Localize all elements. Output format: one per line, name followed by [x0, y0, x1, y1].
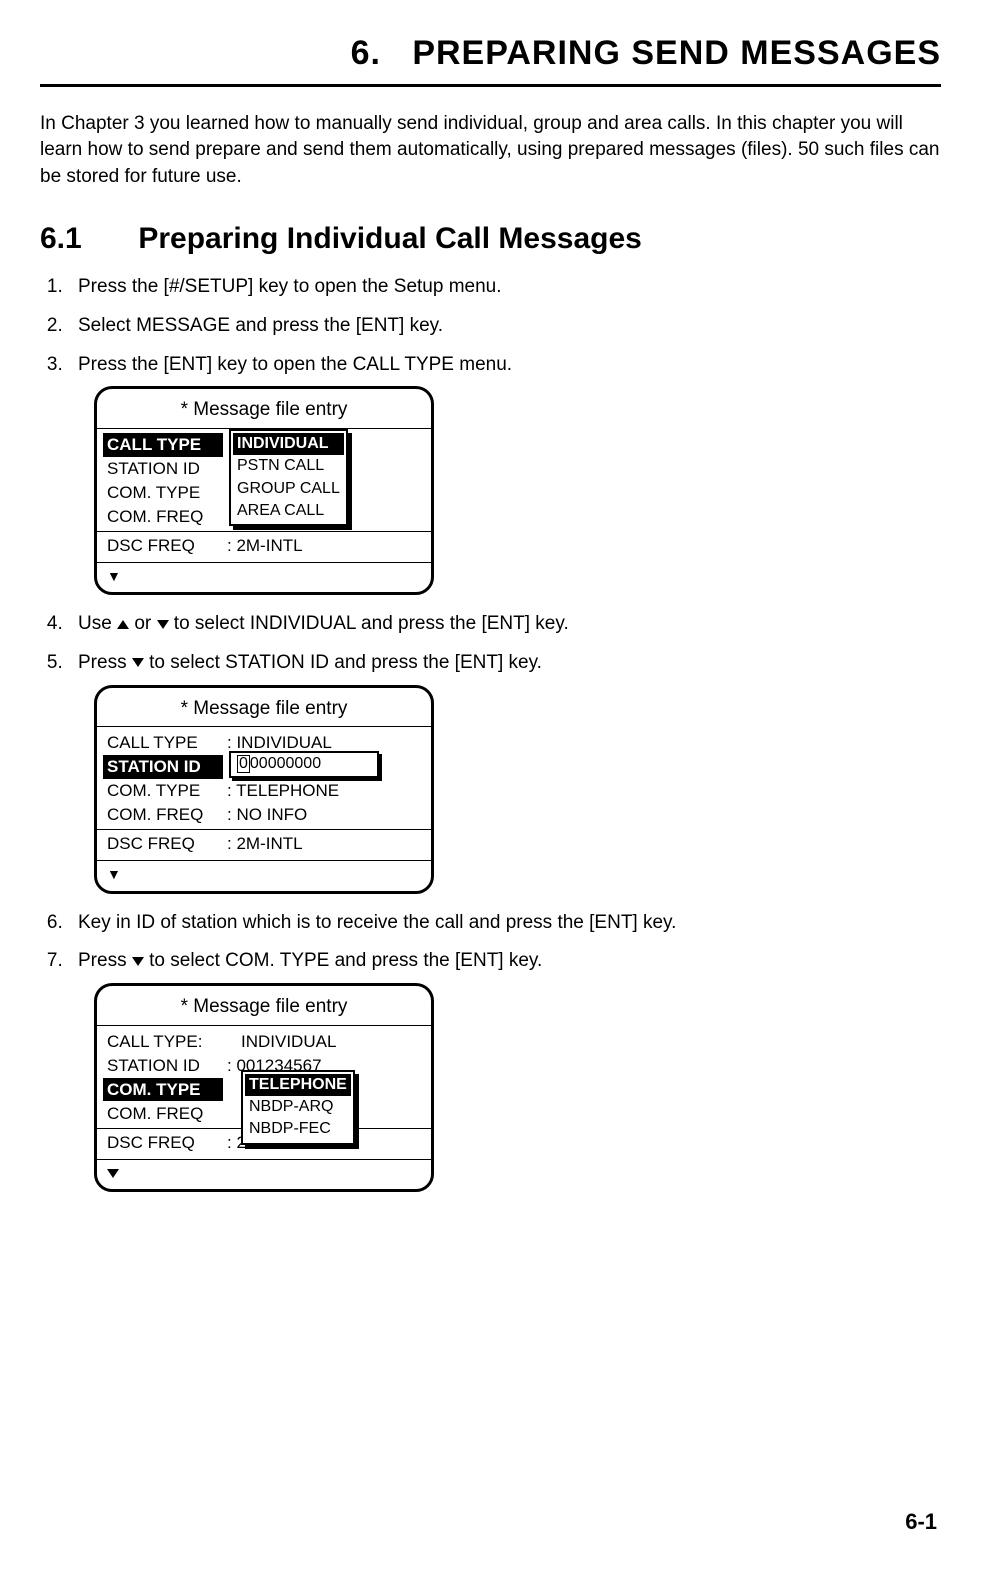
val-call-type: INDIVIDUAL — [227, 1030, 336, 1054]
intro-paragraph: In Chapter 3 you learned how to manually… — [40, 111, 941, 191]
page-number: 6-1 — [905, 1507, 937, 1538]
popup-opt-group: GROUP CALL — [237, 478, 340, 500]
label-dsc-freq: DSC FREQ — [107, 1131, 227, 1155]
val-dsc-freq: : 2M-INTL — [227, 832, 303, 856]
section-number: 6.1 — [40, 218, 130, 260]
separator — [97, 829, 431, 830]
screen2-row-dscfreq: DSC FREQ : 2M-INTL — [107, 832, 421, 856]
up-arrow-icon — [117, 620, 129, 629]
val-com-type: : TELEPHONE — [227, 779, 339, 803]
down-arrow-icon — [132, 957, 144, 966]
screen2-row-comfreq: COM. FREQ : NO INFO — [107, 803, 421, 827]
screen-3: * Message file entry CALL TYPE: INDIVIDU… — [94, 983, 434, 1192]
label-call-type: CALL TYPE: — [107, 1030, 227, 1054]
step-7a: Press — [78, 950, 132, 971]
val-com-freq: : NO INFO — [227, 803, 307, 827]
screen-3-title: * Message file entry — [97, 992, 431, 1026]
label-station-id: STATION ID — [107, 1054, 227, 1078]
val-dsc-freq: : 2M-INTL — [227, 534, 303, 558]
screen-1: * Message file entry CALL TYPE STATION I… — [94, 386, 434, 595]
section-text: Preparing Individual Call Messages — [138, 222, 642, 255]
screen2-input-box: 000000000 — [229, 751, 379, 777]
chapter-text: PREPARING SEND MESSAGES — [412, 34, 941, 72]
separator — [97, 860, 431, 861]
screen1-footer: ▼ — [97, 565, 431, 587]
label-com-type: COM. TYPE — [103, 1078, 223, 1102]
separator — [97, 531, 431, 532]
label-com-type: COM. TYPE — [107, 481, 227, 505]
step-6: Key in ID of station which is to receive… — [68, 910, 941, 937]
input-cursor-char: 0 — [237, 755, 250, 773]
step-4: Use or to select INDIVIDUAL and press th… — [68, 611, 941, 638]
separator — [97, 1159, 431, 1160]
screen1-row-dscfreq: DSC FREQ : 2M-INTL — [107, 534, 421, 558]
label-call-type: CALL TYPE — [107, 731, 227, 755]
step-1: Press the [#/SETUP] key to open the Setu… — [68, 274, 941, 301]
popup-opt-nbdp-fec: NBDP-FEC — [249, 1118, 347, 1140]
screen-2: * Message file entry CALL TYPE : INDIVID… — [94, 685, 434, 894]
step-4b: or — [129, 613, 156, 634]
screen3-row-calltype: CALL TYPE: INDIVIDUAL — [107, 1030, 421, 1054]
screen3-popup: TELEPHONE NBDP-ARQ NBDP-FEC — [241, 1070, 355, 1145]
label-com-freq: COM. FREQ — [107, 505, 227, 529]
down-arrow-icon — [157, 620, 169, 629]
screen-1-title: * Message file entry — [97, 395, 431, 429]
step-4a: Use — [78, 613, 117, 634]
step-5b: to select STATION ID and press the [ENT]… — [144, 652, 542, 673]
label-station-id: STATION ID — [103, 755, 223, 779]
label-dsc-freq: DSC FREQ — [107, 534, 227, 558]
label-com-freq: COM. FREQ — [107, 1102, 227, 1126]
chapter-number: 6. — [351, 34, 381, 72]
screen3-footer — [97, 1162, 431, 1184]
step-4c: to select INDIVIDUAL and press the [ENT]… — [169, 613, 569, 634]
popup-opt-area: AREA CALL — [237, 500, 340, 522]
popup-opt-pstn: PSTN CALL — [237, 455, 340, 477]
section-title: 6.1 Preparing Individual Call Messages — [40, 218, 941, 260]
separator — [97, 562, 431, 563]
down-arrow-icon — [107, 1169, 119, 1178]
chapter-title: 6. PREPARING SEND MESSAGES — [40, 30, 941, 78]
step-7: Press to select COM. TYPE and press the … — [68, 948, 941, 1192]
popup-opt-telephone: TELEPHONE — [245, 1074, 351, 1096]
screen1-popup: INDIVIDUAL PSTN CALL GROUP CALL AREA CAL… — [229, 429, 348, 527]
step-7b: to select COM. TYPE and press the [ENT] … — [144, 950, 542, 971]
down-arrow-icon — [132, 658, 144, 667]
step-3-text: Press the [ENT] key to open the CALL TYP… — [78, 354, 512, 375]
screen-2-title: * Message file entry — [97, 694, 431, 728]
screen2-row-comtype: COM. TYPE : TELEPHONE — [107, 779, 421, 803]
popup-opt-nbdp-arq: NBDP-ARQ — [249, 1096, 347, 1118]
label-com-type: COM. TYPE — [107, 779, 227, 803]
label-call-type: CALL TYPE — [103, 433, 223, 457]
steps-list: Press the [#/SETUP] key to open the Setu… — [40, 274, 941, 1192]
popup-opt-individual: INDIVIDUAL — [233, 433, 344, 455]
screen2-footer: ▼ — [97, 863, 431, 885]
label-station-id: STATION ID — [107, 457, 227, 481]
chapter-rule — [40, 84, 941, 87]
label-dsc-freq: DSC FREQ — [107, 832, 227, 856]
step-2: Select MESSAGE and press the [ENT] key. — [68, 313, 941, 340]
step-5: Press to select STATION ID and press the… — [68, 650, 941, 894]
input-rest: 00000000 — [250, 755, 321, 772]
step-3: Press the [ENT] key to open the CALL TYP… — [68, 352, 941, 596]
step-5a: Press — [78, 652, 132, 673]
label-com-freq: COM. FREQ — [107, 803, 227, 827]
